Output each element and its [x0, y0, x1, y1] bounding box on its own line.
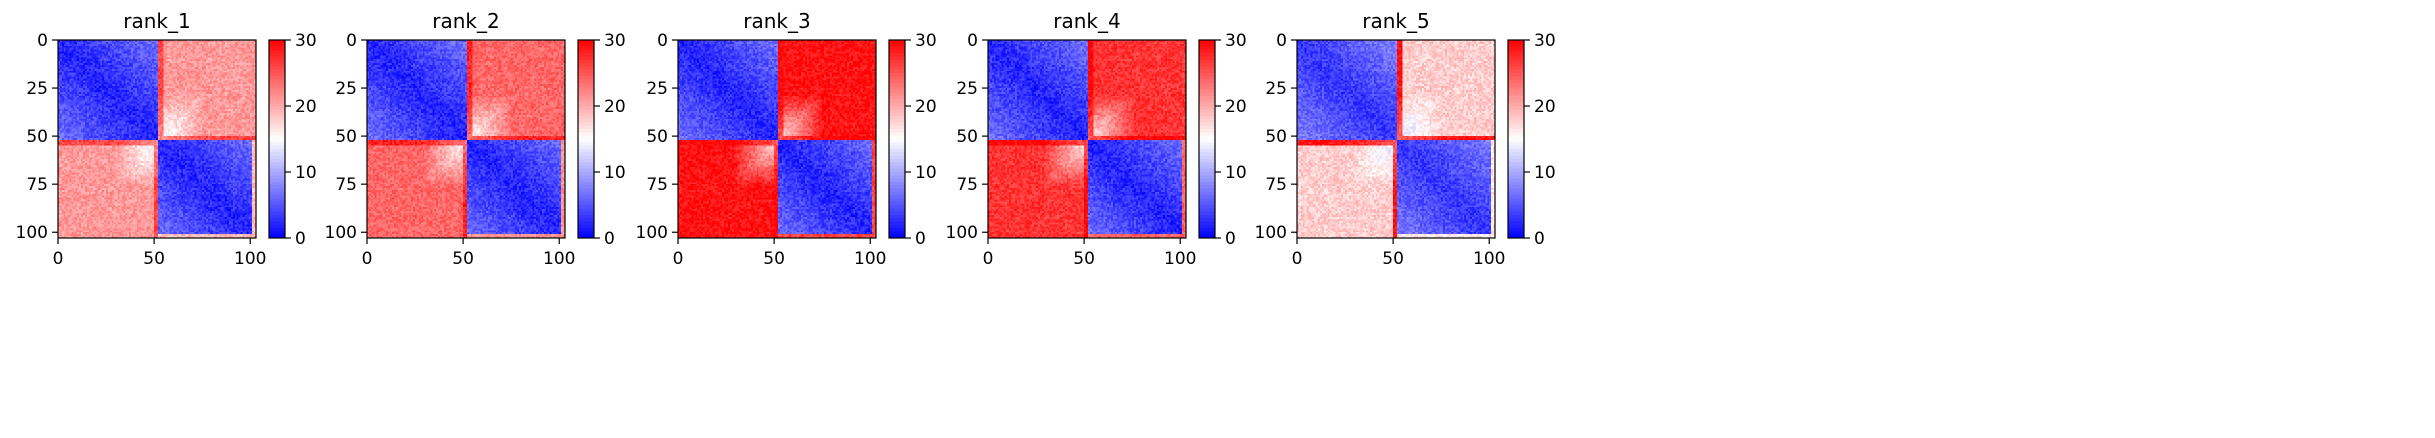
heatmap-cells [58, 40, 257, 239]
panel-title: rank_1 [123, 9, 190, 33]
